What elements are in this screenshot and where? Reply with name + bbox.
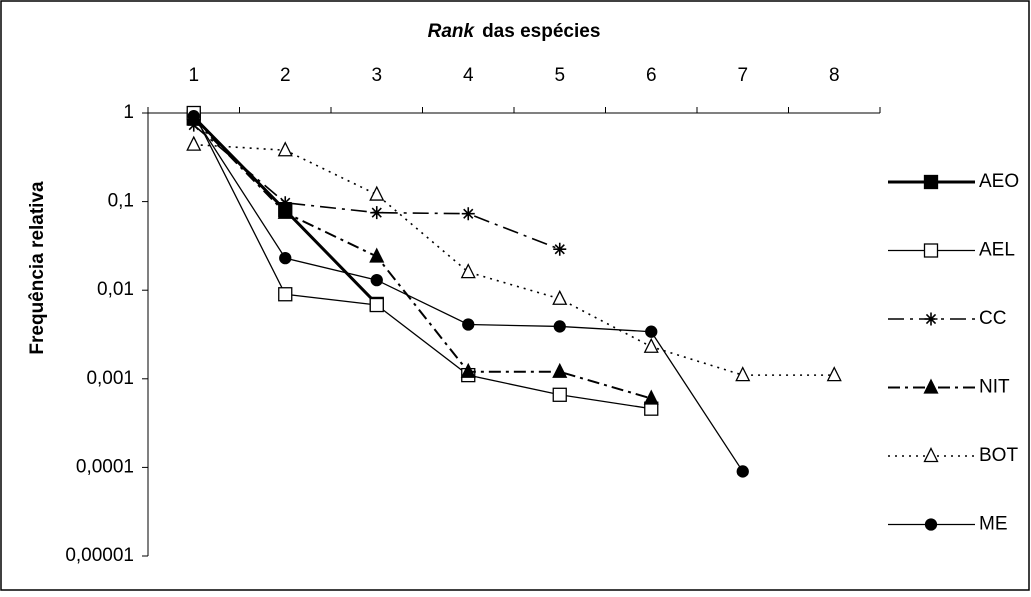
y-tick-label: 0,00001 [65, 545, 134, 566]
data-point [277, 203, 293, 219]
data-point [735, 366, 751, 382]
data-point [461, 207, 475, 221]
x-tick-label: 2 [280, 65, 291, 86]
x-tick-label: 5 [554, 65, 565, 86]
series-line [193, 112, 652, 410]
legend-label: NIT [979, 377, 1010, 398]
data-point [279, 252, 292, 265]
data-point [370, 273, 383, 287]
data-point [736, 465, 749, 478]
y-tick-label: 0,1 [108, 191, 134, 212]
x-axis-title-rest: das espécies [482, 21, 600, 42]
data-point [553, 242, 567, 256]
legend-label: BOT [979, 445, 1018, 466]
data-point [643, 389, 659, 405]
legend-marker [924, 518, 938, 531]
data-point [369, 297, 384, 313]
x-tick-label: 6 [646, 65, 657, 86]
legend-label: ME [979, 514, 1008, 535]
legend-marker [923, 378, 939, 394]
legend-label: CC [979, 308, 1006, 329]
data-point [278, 287, 293, 302]
data-point [369, 247, 385, 263]
legend-marker [923, 243, 939, 258]
data-point [369, 185, 385, 201]
y-tick-label: 1 [123, 102, 134, 123]
data-point [826, 366, 842, 382]
data-point [278, 196, 292, 210]
data-point [460, 263, 476, 279]
data-point [552, 387, 567, 402]
data-point [187, 110, 200, 123]
data-point [643, 337, 659, 353]
data-point [186, 135, 202, 151]
x-tick-label: 3 [371, 65, 382, 86]
x-tick-label: 1 [188, 65, 199, 86]
x-tick-label: 4 [463, 65, 474, 86]
data-point [552, 289, 568, 305]
y-axis-title: Frequência relativa [27, 181, 48, 355]
x-axis-title: Rank das espécies [428, 21, 601, 42]
y-tick-label: 0,001 [86, 368, 134, 389]
x-tick-label: 7 [737, 65, 748, 86]
series-line [193, 118, 652, 400]
x-tick-label: 8 [829, 65, 840, 86]
legend-label: AEO [979, 171, 1019, 192]
legend-label: AEL [979, 240, 1015, 261]
x-axis-title-italic: Rank [428, 21, 476, 42]
data-point [460, 362, 476, 378]
data-point [370, 206, 384, 220]
legend-marker [924, 312, 938, 326]
data-point [277, 141, 293, 157]
data-point [462, 318, 475, 331]
data-point [552, 362, 568, 378]
y-tick-label: 0,0001 [76, 456, 134, 477]
data-point [553, 320, 566, 333]
legend-marker [923, 174, 939, 190]
legend-marker [923, 447, 939, 463]
data-point [645, 325, 658, 338]
y-tick-label: 0,01 [97, 279, 134, 300]
